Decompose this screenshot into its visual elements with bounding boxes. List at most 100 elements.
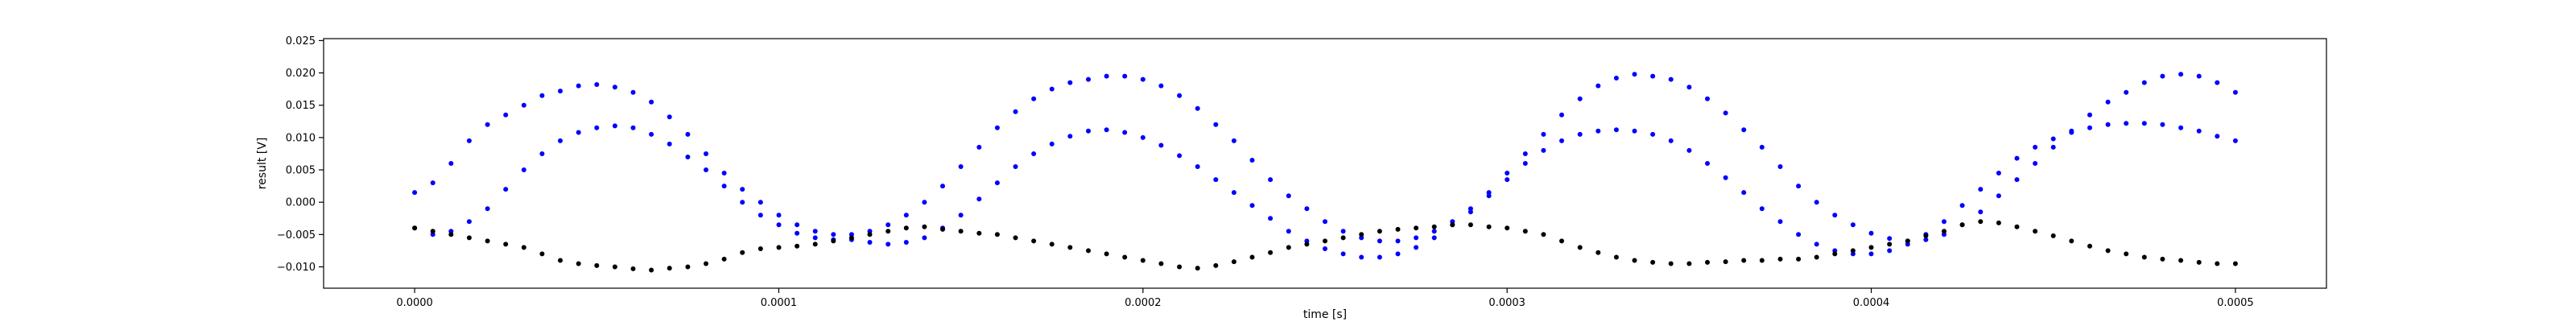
data-point-series-1	[976, 196, 982, 202]
data-point-series-1	[1468, 209, 1473, 215]
data-point-series-1	[1650, 131, 1656, 137]
data-point-series-2	[1942, 229, 1946, 234]
data-point-series-0	[1086, 76, 1091, 82]
data-point-series-1	[1686, 147, 1692, 153]
data-point-series-1	[867, 240, 873, 245]
data-point-series-2	[485, 238, 490, 244]
data-point-series-0	[1759, 144, 1765, 150]
data-point-series-2	[1759, 258, 1765, 263]
data-point-series-1	[1414, 245, 1419, 250]
data-point-series-0	[704, 151, 708, 156]
data-point-series-2	[848, 235, 854, 241]
data-point-series-2	[1304, 242, 1310, 247]
data-point-series-2	[1923, 233, 1929, 238]
data-point-series-0	[1067, 80, 1073, 85]
data-point-series-0	[485, 122, 490, 127]
data-point-series-1	[1158, 142, 1164, 148]
data-point-series-1	[776, 222, 782, 228]
data-point-series-2	[1522, 229, 1528, 234]
data-point-series-1	[758, 213, 763, 218]
data-point-series-2	[430, 229, 436, 234]
data-point-series-1	[1705, 161, 1710, 166]
data-point-series-2	[1705, 259, 1710, 265]
data-point-series-2	[940, 226, 945, 232]
data-point-series-2	[1686, 261, 1692, 266]
data-point-series-1	[1613, 127, 1619, 133]
data-point-series-1	[1959, 203, 1965, 208]
data-point-series-2	[1450, 222, 1455, 228]
data-point-series-0	[1650, 73, 1656, 79]
data-point-series-1	[539, 151, 545, 156]
data-point-series-0	[2014, 177, 2020, 183]
data-point-series-2	[1049, 242, 1055, 247]
data-point-series-2	[1377, 229, 1382, 234]
data-point-series-2	[1231, 259, 1236, 265]
data-point-series-0	[1613, 76, 1619, 80]
data-point-series-1	[1505, 177, 1510, 183]
data-point-series-0	[539, 93, 545, 98]
data-point-series-0	[1377, 238, 1382, 244]
data-point-series-0	[1013, 109, 1018, 114]
data-point-series-1	[903, 240, 909, 245]
data-point-series-0	[1505, 171, 1510, 175]
data-point-series-2	[1832, 251, 1838, 257]
data-point-series-1	[1249, 203, 1255, 208]
data-point-series-2	[1996, 220, 2001, 225]
data-point-series-1	[594, 125, 600, 130]
data-point-series-1	[558, 138, 563, 143]
x-tick-label: 0.0004	[1853, 297, 1890, 309]
data-point-series-0	[612, 85, 617, 90]
data-point-series-0	[1268, 177, 1274, 183]
data-point-series-0	[1996, 193, 2001, 199]
data-point-series-1	[1759, 206, 1765, 212]
data-point-series-2	[1541, 232, 1546, 237]
data-point-series-2	[1723, 259, 1728, 265]
data-point-series-1	[1177, 153, 1183, 159]
data-point-series-0	[1195, 105, 1200, 111]
data-point-series-2	[2014, 224, 2020, 229]
data-point-series-0	[1395, 238, 1401, 244]
data-point-series-2	[1286, 245, 1291, 250]
data-point-series-0	[576, 83, 581, 89]
data-point-series-2	[1122, 254, 1128, 260]
data-point-series-2	[831, 238, 836, 244]
data-point-series-1	[2033, 144, 2038, 150]
data-point-series-2	[576, 261, 581, 266]
data-point-series-0	[2178, 72, 2184, 77]
data-point-series-0	[2160, 73, 2165, 79]
data-point-series-2	[740, 250, 745, 255]
data-point-series-1	[1814, 242, 1819, 247]
data-point-series-1	[2196, 128, 2202, 134]
data-point-series-2	[630, 266, 636, 271]
data-point-series-0	[1431, 229, 1437, 234]
data-point-series-2	[1668, 261, 1674, 266]
data-point-series-1	[2105, 122, 2111, 127]
data-point-series-0	[1723, 110, 1728, 116]
data-point-series-2	[1249, 254, 1255, 260]
data-point-series-1	[721, 184, 727, 189]
data-point-series-1	[994, 180, 1000, 186]
data-point-series-0	[558, 89, 563, 94]
data-point-series-2	[594, 262, 600, 268]
x-tick-label: 0.0005	[2217, 297, 2254, 309]
y-tick-label: 0.000	[286, 197, 316, 209]
data-point-series-2	[1140, 258, 1146, 263]
data-point-series-1	[1323, 246, 1327, 251]
data-point-series-2	[1395, 226, 1401, 232]
data-point-series-1	[1049, 141, 1055, 147]
data-point-series-2	[1650, 259, 1656, 265]
data-point-series-1	[1431, 235, 1437, 241]
data-point-series-2	[1850, 248, 1856, 254]
data-point-series-2	[1796, 256, 1802, 262]
data-point-series-0	[430, 180, 436, 186]
data-point-series-1	[2124, 121, 2129, 126]
data-point-series-0	[1777, 164, 1783, 169]
data-point-series-2	[903, 225, 909, 231]
data-point-series-2	[521, 245, 526, 250]
data-point-series-0	[448, 161, 454, 166]
data-point-series-1	[1231, 190, 1236, 196]
data-point-series-2	[558, 258, 563, 263]
data-point-series-1	[485, 206, 490, 212]
data-points	[412, 72, 2238, 273]
data-point-series-0	[667, 114, 672, 120]
